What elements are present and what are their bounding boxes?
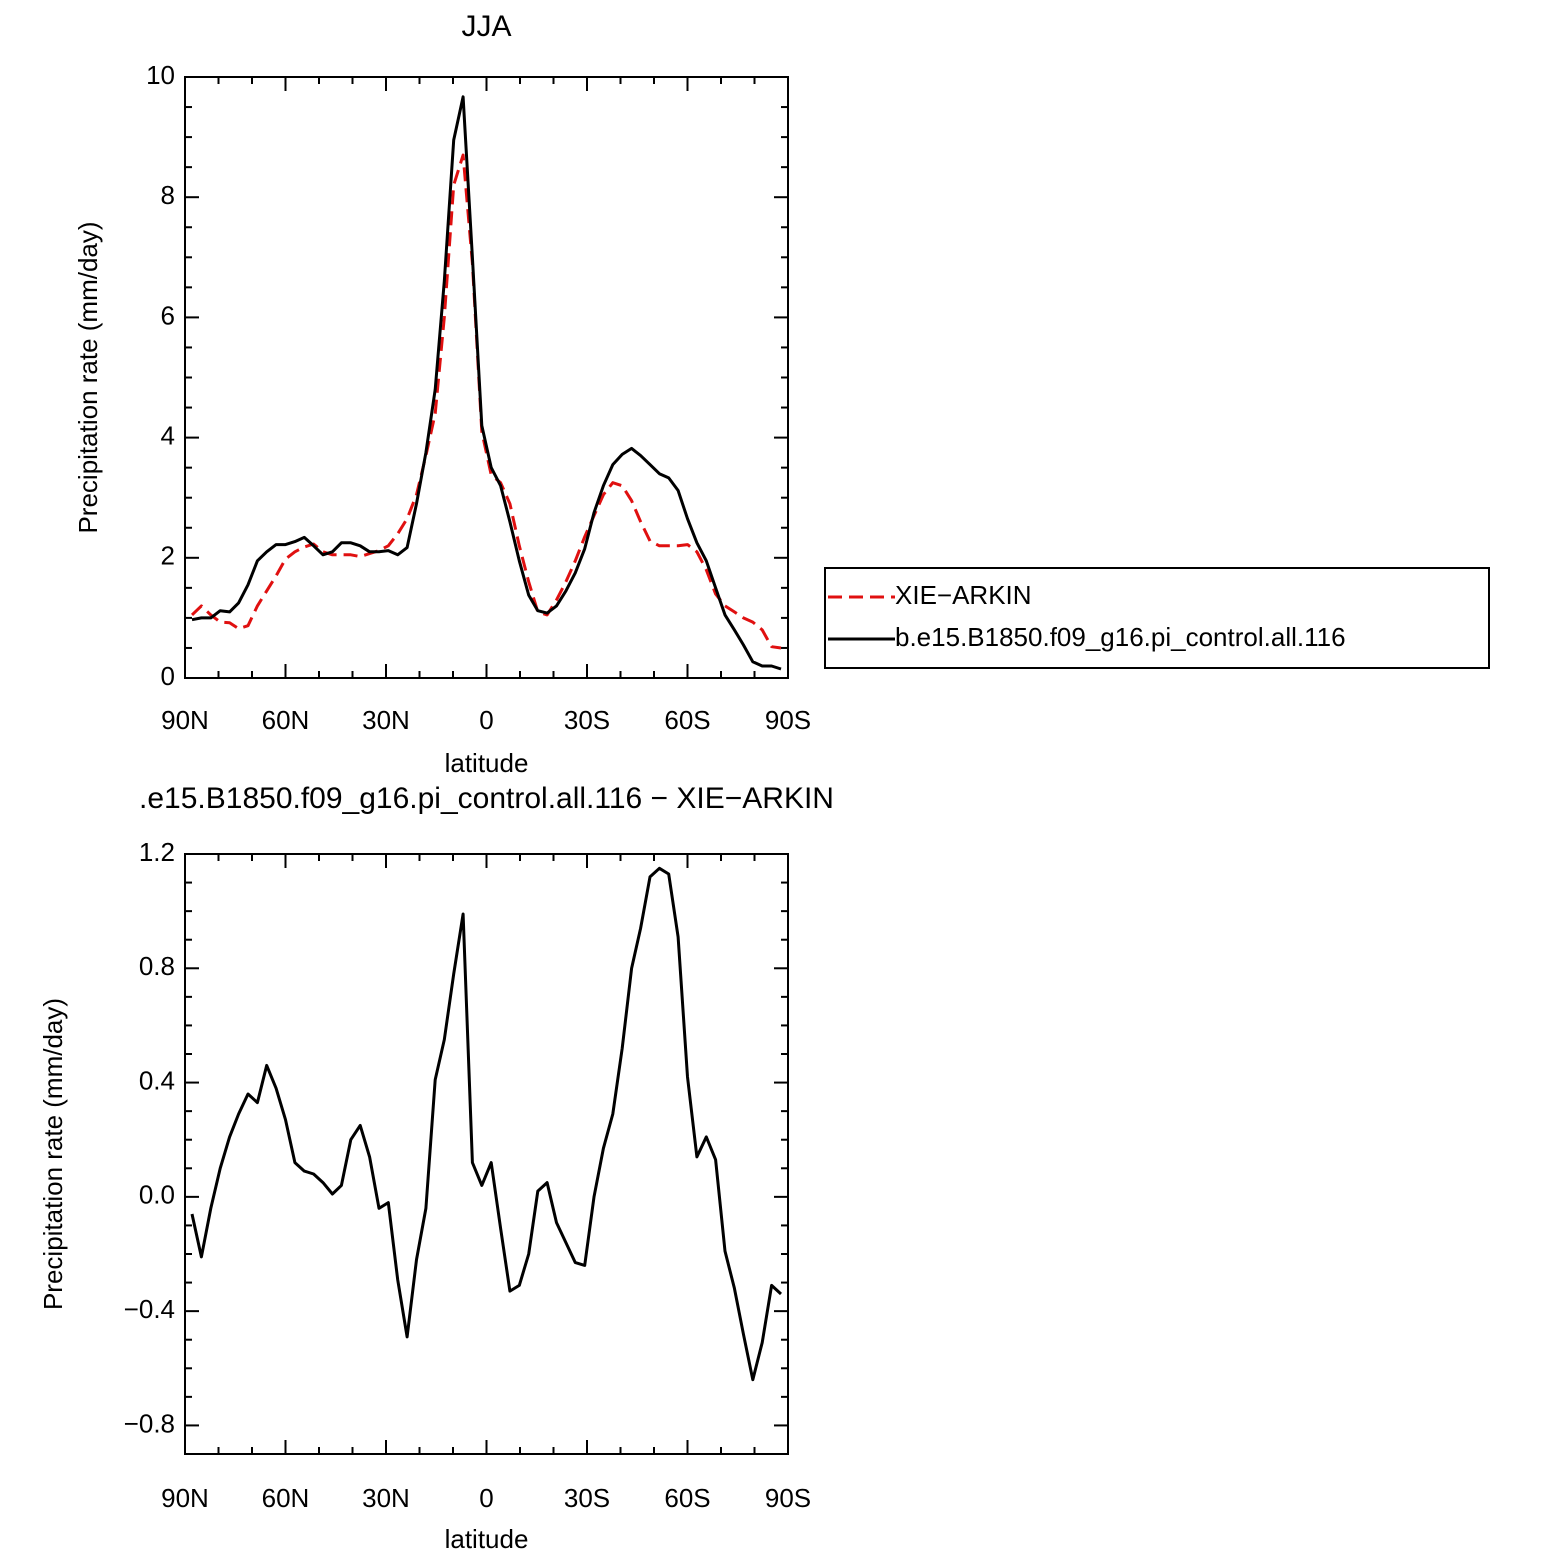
data-line bbox=[191, 95, 782, 671]
x-tick-label: 60S bbox=[664, 1483, 710, 1513]
y-tick-label: 8 bbox=[161, 180, 175, 210]
x-tick-label: 0 bbox=[479, 705, 493, 735]
y-tick-label: −0.8 bbox=[124, 1408, 175, 1438]
x-tick-label: 90N bbox=[161, 705, 209, 735]
x-tick-label: 90S bbox=[765, 1483, 811, 1513]
y-tick-label: 0.4 bbox=[139, 1065, 175, 1095]
x-tick-label: 30S bbox=[564, 705, 610, 735]
x-tick-label: 30S bbox=[564, 1483, 610, 1513]
y-tick-label: 0.8 bbox=[139, 951, 175, 981]
x-tick-label: 60N bbox=[262, 1483, 310, 1513]
y-axis-label: Precipitation rate (mm/day) bbox=[73, 221, 103, 533]
x-tick-label: 60S bbox=[664, 705, 710, 735]
x-axis-label: latitude bbox=[445, 748, 529, 778]
x-tick-label: 60N bbox=[262, 705, 310, 735]
x-tick-label: 30N bbox=[362, 705, 410, 735]
y-tick-label: 2 bbox=[161, 541, 175, 571]
x-tick-label: 0 bbox=[479, 1483, 493, 1513]
y-tick-label: 0.0 bbox=[139, 1180, 175, 1210]
data-line bbox=[190, 153, 782, 650]
x-tick-label: 90S bbox=[765, 705, 811, 735]
y-tick-label: 0 bbox=[161, 661, 175, 691]
y-tick-label: −0.4 bbox=[124, 1294, 175, 1324]
x-tick-label: 90N bbox=[161, 1483, 209, 1513]
x-tick-label: 30N bbox=[362, 1483, 410, 1513]
x-axis-label: latitude bbox=[445, 1524, 529, 1554]
legend-label: XIE−ARKIN bbox=[895, 580, 1032, 610]
y-tick-label: 4 bbox=[161, 420, 175, 450]
chart-title: .e15.B1850.f09_g16.pi_control.all.116 − … bbox=[139, 782, 834, 815]
plot-frame bbox=[184, 76, 789, 679]
y-axis-label: Precipitation rate (mm/day) bbox=[38, 998, 68, 1310]
legend-label: b.e15.B1850.f09_g16.pi_control.all.116 bbox=[895, 622, 1346, 652]
legend-box bbox=[824, 567, 1490, 669]
y-tick-label: 10 bbox=[146, 60, 175, 90]
y-tick-label: 6 bbox=[161, 300, 175, 330]
y-tick-label: 1.2 bbox=[139, 837, 175, 867]
chart-title: JJA bbox=[461, 10, 511, 43]
data-line bbox=[190, 866, 783, 1382]
